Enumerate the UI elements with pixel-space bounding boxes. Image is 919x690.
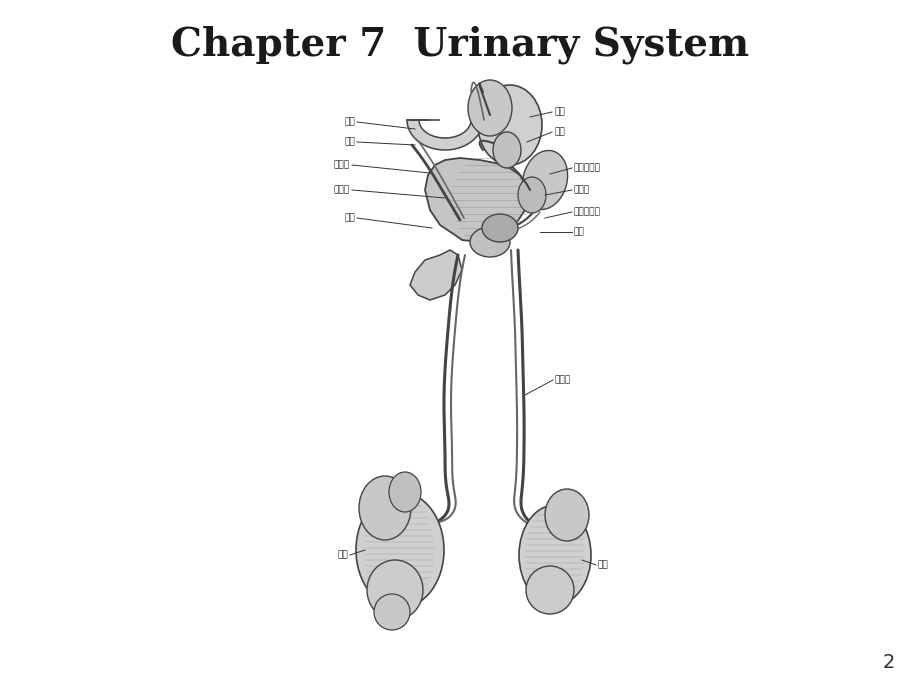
- Ellipse shape: [544, 489, 588, 541]
- Text: 宫颈: 宫颈: [344, 117, 355, 126]
- Ellipse shape: [518, 505, 590, 605]
- Text: 阴茎: 阴茎: [344, 137, 355, 146]
- Text: 膀胱: 膀胱: [344, 213, 355, 222]
- Text: 精细基茎部: 精细基茎部: [573, 208, 600, 217]
- Polygon shape: [410, 250, 461, 300]
- Ellipse shape: [517, 177, 545, 213]
- Polygon shape: [425, 158, 528, 242]
- Text: Chapter 7  Urinary System: Chapter 7 Urinary System: [171, 26, 748, 64]
- Ellipse shape: [478, 85, 541, 165]
- Ellipse shape: [493, 132, 520, 168]
- Ellipse shape: [482, 214, 517, 242]
- Ellipse shape: [470, 227, 509, 257]
- Text: 前列腺结肠: 前列腺结肠: [573, 164, 600, 172]
- Ellipse shape: [526, 566, 573, 614]
- Text: 乎精: 乎精: [337, 551, 347, 560]
- Ellipse shape: [356, 492, 444, 608]
- Ellipse shape: [374, 594, 410, 630]
- Text: 输精晶: 输精晶: [554, 375, 571, 384]
- Ellipse shape: [468, 80, 512, 136]
- Text: 射精管: 射精管: [334, 161, 349, 170]
- Text: 附睾: 附睾: [554, 128, 565, 137]
- Text: 2: 2: [881, 653, 894, 672]
- Text: 睾丸: 睾丸: [554, 108, 565, 117]
- Ellipse shape: [358, 476, 411, 540]
- Polygon shape: [406, 120, 482, 150]
- Text: 精管: 精管: [573, 228, 584, 237]
- Text: 前细晶: 前细晶: [573, 186, 589, 195]
- Ellipse shape: [389, 472, 421, 512]
- Ellipse shape: [522, 150, 567, 210]
- Ellipse shape: [367, 560, 423, 620]
- Text: 精细晶: 精细晶: [334, 186, 349, 195]
- Text: 乎精: 乎精: [597, 560, 608, 569]
